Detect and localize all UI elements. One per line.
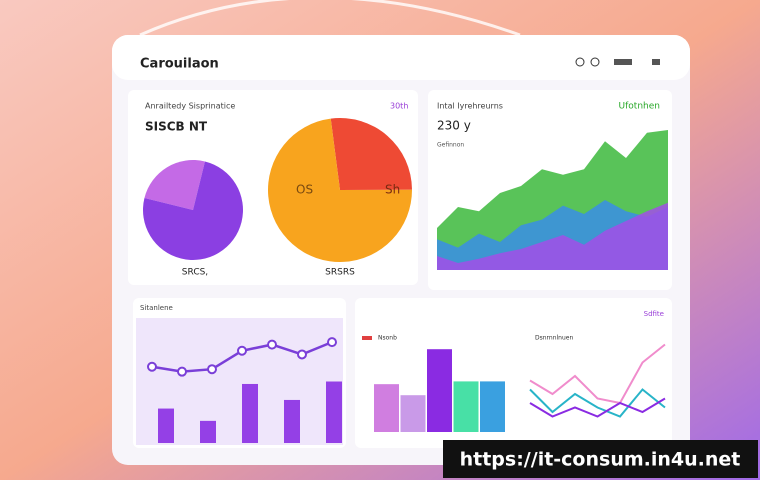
line — [529, 397, 666, 418]
line-chart — [529, 343, 666, 418]
slice-label: Sh — [385, 183, 400, 197]
pie-caption: SRCS, — [182, 268, 208, 278]
pie-slice — [144, 160, 205, 210]
panel-title: Anrailtedy Sisprinatice — [145, 102, 235, 111]
panel-title: Sitanlene — [140, 304, 173, 312]
bar — [400, 395, 426, 432]
watermark: https://it-consum.in4u.net — [460, 449, 741, 471]
trend-chart — [147, 337, 342, 443]
area — [437, 202, 668, 270]
point — [267, 339, 277, 350]
slice-label: OS — [296, 183, 313, 197]
line — [529, 388, 666, 418]
bar — [427, 349, 452, 432]
pie-caption: SRSRS — [325, 268, 355, 278]
bar — [480, 381, 505, 432]
panel-title: Intal Iyrehreurns — [437, 102, 503, 111]
app-title: Carouilaon — [140, 57, 219, 72]
icon[interactable] — [614, 59, 632, 65]
icon[interactable] — [590, 57, 600, 67]
bar — [374, 384, 399, 432]
point — [207, 364, 217, 375]
pie-slice — [330, 118, 412, 190]
panel-badge: 30th — [390, 102, 408, 111]
point — [327, 337, 337, 348]
line — [529, 343, 666, 405]
bar — [200, 420, 216, 443]
bar — [158, 408, 174, 443]
panel-title: Dsnrnnlnuen — [535, 335, 573, 342]
legend-label: Nsonb — [378, 335, 397, 342]
panel-badge: Sdfite — [644, 310, 664, 318]
panel-value: 230 y — [437, 119, 471, 133]
legend-swatch — [362, 336, 372, 340]
icon[interactable] — [652, 59, 660, 65]
bar — [326, 381, 342, 443]
icon[interactable] — [575, 57, 585, 67]
point — [237, 345, 247, 356]
point — [177, 366, 187, 377]
bar — [242, 383, 258, 443]
bar — [284, 399, 300, 443]
decor-arc — [139, 0, 521, 37]
pie-slice — [142, 161, 243, 260]
watermark-bg — [443, 440, 758, 478]
top-bar — [112, 35, 690, 80]
pie-slice — [268, 118, 412, 263]
panel-subtitle: Gefinnon — [437, 142, 464, 149]
column-chart — [374, 349, 505, 432]
pies — [142, 118, 412, 263]
point — [147, 361, 157, 372]
bar — [453, 381, 479, 432]
panel-value: SISCB NT — [145, 120, 208, 134]
point — [297, 349, 307, 360]
area-chart — [437, 130, 668, 270]
panel-badge: Ufotnhen — [619, 102, 660, 112]
